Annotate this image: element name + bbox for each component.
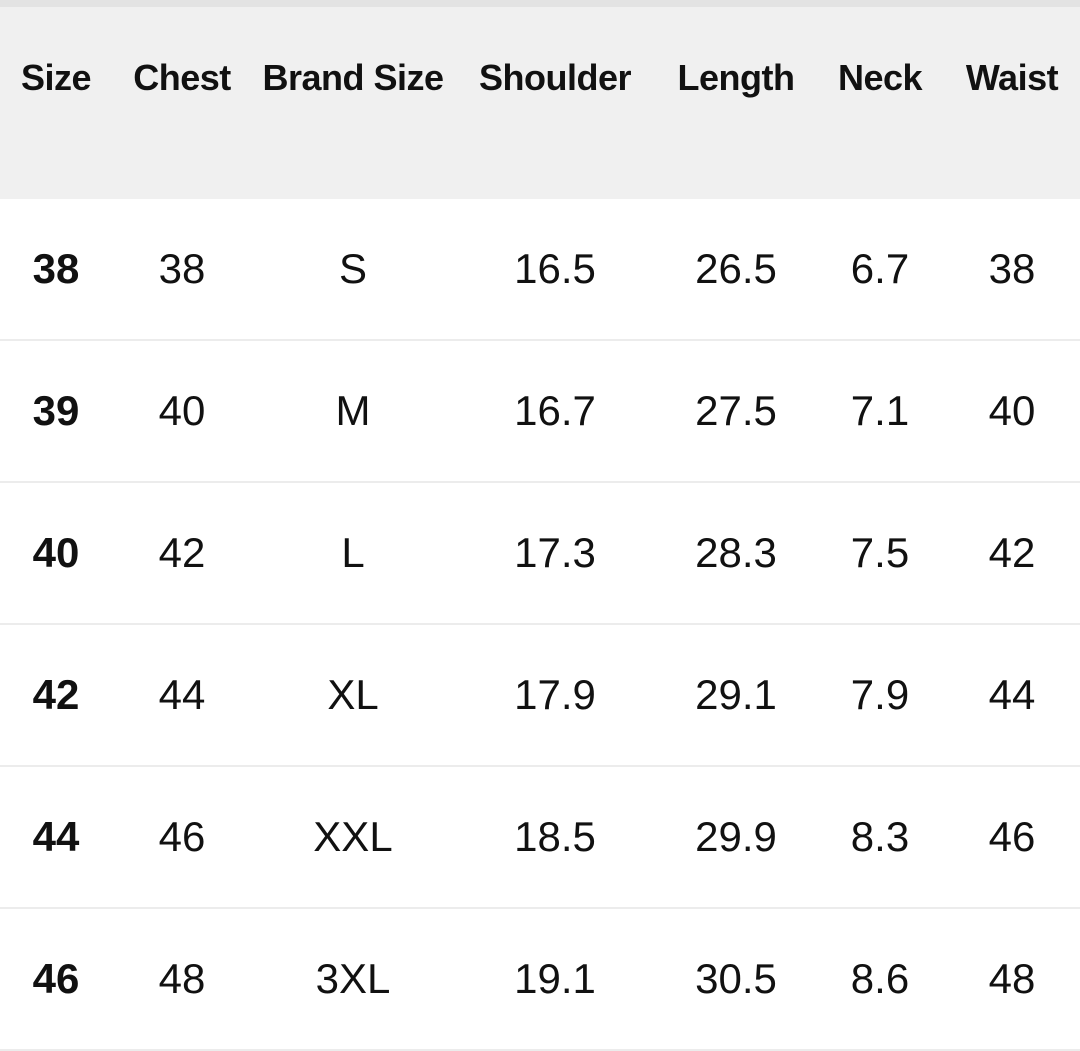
- cell-chest: 38: [158, 245, 206, 292]
- cell-brand-size: XXL: [313, 813, 393, 860]
- header-brand-size: Brand Size: [262, 57, 444, 98]
- cell-size: 40: [32, 529, 80, 576]
- cell-length: 26.5: [695, 245, 777, 292]
- header-shoulder: Shoulder: [478, 57, 632, 98]
- table-row: 42 44 XL 17.9 29.1 7.9 44: [0, 625, 1080, 767]
- cell-waist: 46: [988, 813, 1036, 860]
- cell-shoulder: 17.9: [514, 671, 596, 718]
- cell-neck: 7.5: [850, 529, 910, 576]
- cell-length: 29.1: [695, 671, 777, 718]
- cell-length: 27.5: [695, 387, 777, 434]
- header-size: Size: [20, 57, 92, 98]
- header-chest: Chest: [133, 57, 231, 98]
- cell-brand-size: L: [341, 529, 365, 576]
- cell-size: 38: [32, 245, 80, 292]
- cell-length: 28.3: [695, 529, 777, 576]
- cell-neck: 7.1: [850, 387, 910, 434]
- cell-neck: 8.6: [850, 955, 910, 1002]
- table-row: 39 40 M 16.7 27.5 7.1 40: [0, 341, 1080, 483]
- cell-brand-size: S: [338, 245, 367, 292]
- table-row: 44 46 XXL 18.5 29.9 8.3 46: [0, 767, 1080, 909]
- cell-brand-size: XL: [327, 671, 379, 718]
- cell-waist: 48: [988, 955, 1036, 1002]
- cell-brand-size: M: [335, 387, 371, 434]
- header-neck: Neck: [837, 57, 923, 98]
- cell-waist: 38: [988, 245, 1036, 292]
- table-row: 46 48 3XL 19.1 30.5 8.6 48: [0, 909, 1080, 1051]
- cell-chest: 44: [158, 671, 206, 718]
- header-length: Length: [677, 57, 795, 98]
- cell-shoulder: 16.5: [514, 245, 596, 292]
- cell-waist: 40: [988, 387, 1036, 434]
- cell-size: 42: [32, 671, 80, 718]
- cell-shoulder: 18.5: [514, 813, 596, 860]
- cell-chest: 46: [158, 813, 206, 860]
- cell-shoulder: 17.3: [514, 529, 596, 576]
- cell-waist: 42: [988, 529, 1036, 576]
- cell-size: 46: [32, 955, 80, 1002]
- cell-chest: 48: [158, 955, 206, 1002]
- cell-shoulder: 19.1: [514, 955, 596, 1002]
- table-body: 38 38 S 16.5 26.5 6.7 38 39 40 M 16.7 27.5 7.1 40 40 42…: [0, 199, 1080, 1051]
- cell-waist: 44: [988, 671, 1036, 718]
- cell-size: 39: [32, 387, 80, 434]
- table-header: Size Chest Brand Size Shoulder Length Ne…: [0, 7, 1080, 199]
- table-row: 38 38 S 16.5 26.5 6.7 38: [0, 199, 1080, 341]
- table-row: 40 42 L 17.3 28.3 7.5 42: [0, 483, 1080, 625]
- cell-shoulder: 16.7: [514, 387, 596, 434]
- top-bar: [0, 0, 1080, 7]
- cell-size: 44: [32, 813, 80, 860]
- cell-length: 30.5: [695, 955, 777, 1002]
- cell-length: 29.9: [695, 813, 777, 860]
- header-waist: Waist: [965, 57, 1059, 98]
- cell-neck: 7.9: [850, 671, 910, 718]
- cell-neck: 6.7: [850, 245, 910, 292]
- cell-neck: 8.3: [850, 813, 910, 860]
- cell-brand-size: 3XL: [315, 955, 391, 1002]
- cell-chest: 42: [158, 529, 206, 576]
- cell-chest: 40: [158, 387, 206, 434]
